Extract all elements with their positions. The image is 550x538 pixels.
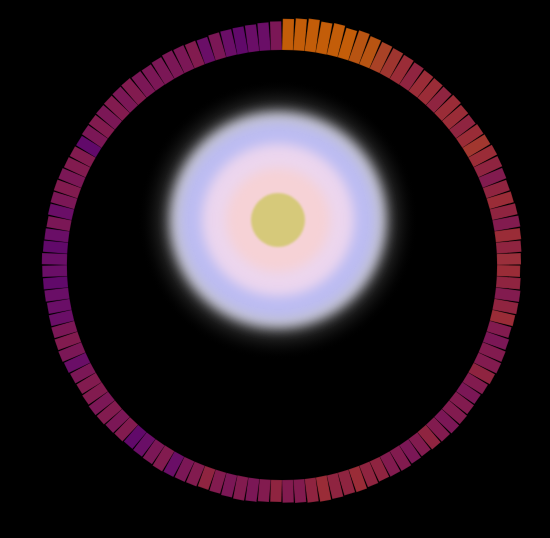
glow-halo <box>138 80 418 360</box>
radial-bar <box>282 480 294 503</box>
radial-bar <box>43 241 68 254</box>
glow-lavender <box>180 122 376 318</box>
glow-rose <box>226 168 330 272</box>
radial-bar <box>270 480 282 502</box>
radial-bar <box>42 265 67 277</box>
radial-bar <box>42 253 67 265</box>
radial-bar <box>494 228 521 243</box>
radial-bar <box>245 24 260 52</box>
radial-bar <box>270 21 282 50</box>
radial-bar <box>496 276 521 289</box>
radial-bar <box>282 19 294 50</box>
radial-bar <box>304 477 318 502</box>
radial-bar <box>258 479 271 502</box>
radial-bar <box>44 287 69 301</box>
radial-bar <box>497 265 520 277</box>
background <box>0 0 550 538</box>
glow-pink <box>202 144 354 296</box>
radial-bar <box>293 479 306 503</box>
chart-root <box>0 0 550 538</box>
chart <box>0 0 550 538</box>
glow-core <box>251 193 305 247</box>
radial-bar <box>496 241 522 254</box>
bars <box>42 18 522 503</box>
radial-bar <box>497 253 521 265</box>
glow-ring <box>170 112 386 328</box>
radial-bar <box>43 276 68 289</box>
radial-bar <box>257 22 270 51</box>
center-glow <box>138 80 418 360</box>
